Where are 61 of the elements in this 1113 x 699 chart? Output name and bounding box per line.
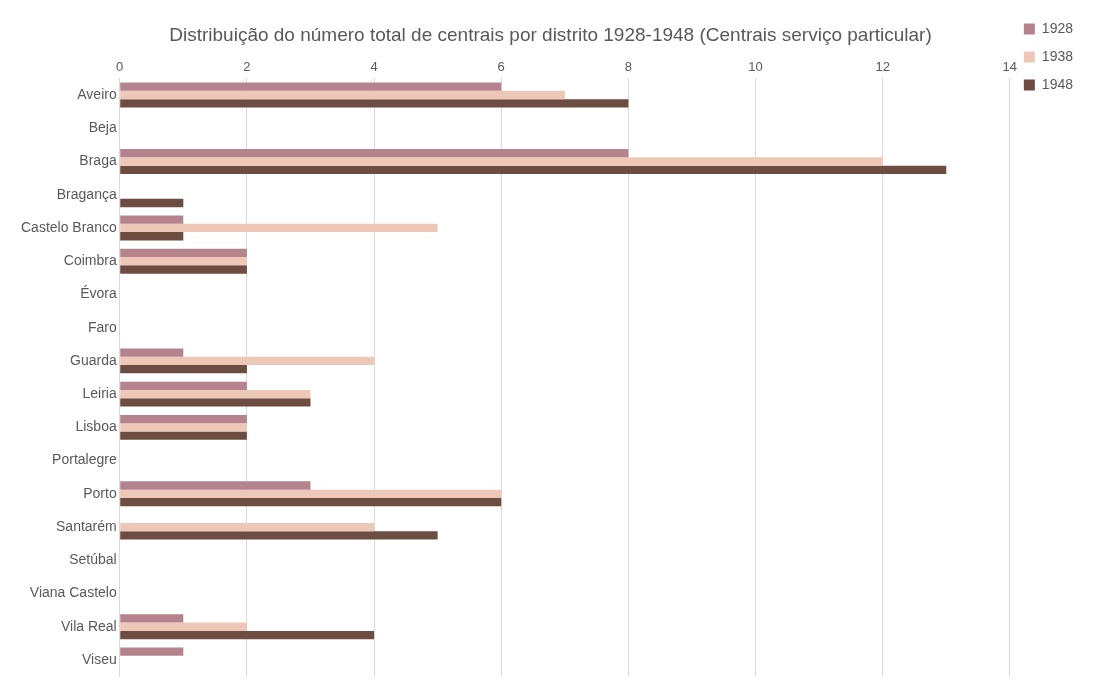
bar <box>120 149 629 158</box>
y-tick-label: Aveiro <box>77 85 117 102</box>
legend-label: 1938 <box>1041 47 1074 64</box>
y-tick-label: Lisboa <box>75 418 117 435</box>
x-tick-label: 14 <box>1002 59 1018 75</box>
bar <box>120 348 184 357</box>
x-tick-label: 8 <box>624 59 632 75</box>
legend-label: 1928 <box>1041 19 1074 36</box>
bar <box>120 630 375 640</box>
bar <box>120 157 883 166</box>
bar <box>120 622 247 631</box>
bar <box>120 389 311 399</box>
x-tick-label: 10 <box>748 59 763 75</box>
y-tick-label: Leiria <box>82 384 117 401</box>
y-tick-label: Braga <box>79 152 117 169</box>
x-tick-label: 6 <box>497 59 505 75</box>
bar <box>120 82 502 91</box>
y-tick-label: Évora <box>80 285 117 302</box>
x-tick-label: 12 <box>875 59 890 75</box>
bar <box>120 365 247 374</box>
y-tick-label: Faro <box>87 318 117 335</box>
y-tick-label: Viana Castelo <box>29 584 117 601</box>
bar <box>120 381 247 390</box>
bar <box>120 215 184 224</box>
bar <box>120 614 184 623</box>
bar <box>120 398 311 407</box>
y-tick-label: Vila Real <box>60 617 117 634</box>
y-tick-label: Viseu <box>81 650 117 667</box>
bar <box>120 522 375 532</box>
y-tick-label: Portalegre <box>52 451 117 468</box>
x-tick-label: 2 <box>243 59 251 75</box>
x-tick-label: 0 <box>116 59 124 75</box>
bar <box>120 248 247 258</box>
bar <box>120 198 184 208</box>
bar <box>120 489 502 498</box>
bar <box>120 423 247 432</box>
chart-title: Distribuição do número total de centrais por distrito 1928-1948 (Centrais serviço particular) <box>169 23 932 45</box>
bar <box>120 223 438 233</box>
bar <box>120 257 247 266</box>
y-tick-label: Coimbra <box>63 252 117 269</box>
y-tick-label: Santarém <box>56 517 117 534</box>
bar <box>120 90 565 100</box>
bar <box>120 431 247 440</box>
bar <box>120 165 947 174</box>
bar <box>120 414 247 424</box>
x-tick-label: 4 <box>370 59 378 75</box>
bar <box>120 356 375 366</box>
bar <box>120 497 502 507</box>
y-tick-label: Guarda <box>70 351 117 368</box>
legend-label: 1948 <box>1041 75 1074 92</box>
bar <box>120 232 184 241</box>
bar <box>120 531 438 540</box>
bar <box>120 99 629 108</box>
y-tick-label: Porto <box>83 484 117 501</box>
bar <box>120 265 247 274</box>
bar <box>120 647 184 656</box>
bar <box>120 481 311 490</box>
y-tick-label: Setúbal <box>69 551 117 568</box>
y-tick-label: Castelo Branco <box>21 218 117 235</box>
y-tick-label: Beja <box>88 119 117 136</box>
y-tick-label: Bragança <box>56 185 117 202</box>
